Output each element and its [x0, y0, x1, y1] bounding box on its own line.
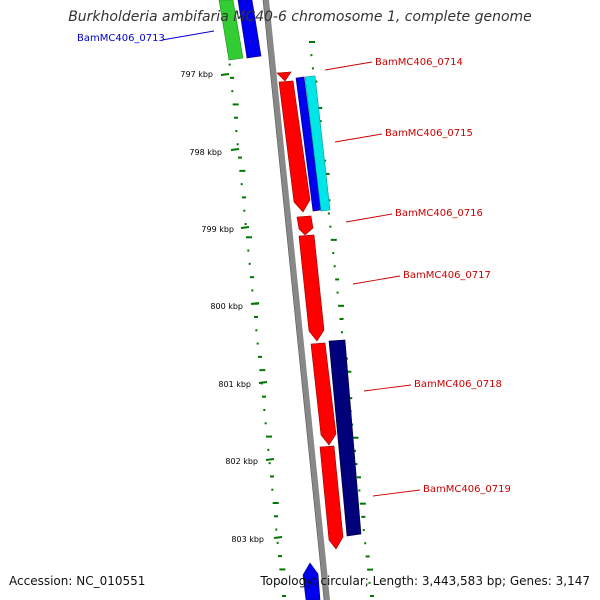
connector-0716: [345, 213, 393, 223]
ruler-tick: [265, 458, 275, 461]
gene-label-0717[interactable]: BamMC406_0717: [403, 270, 491, 281]
connector-0718: [363, 384, 412, 392]
gene-features: [218, 0, 362, 600]
label-connectors: [161, 30, 421, 497]
ruler-label-798: 798 kbp: [189, 148, 222, 157]
gene-label-0719[interactable]: BamMC406_0719: [423, 484, 511, 495]
gene-arrow-0715[interactable]: [278, 80, 311, 213]
ruler-tick: [240, 226, 250, 229]
ruler-tick-marks: [220, 73, 283, 539]
gene-arrow-0718[interactable]: [310, 342, 337, 446]
gene-bar-blue-0713[interactable]: [237, 0, 262, 59]
ruler-label-800: 800 kbp: [210, 302, 243, 311]
connector-0719: [372, 489, 421, 497]
ruler-label-803: 803 kbp: [231, 535, 264, 544]
gene-bar-green[interactable]: [218, 0, 244, 61]
connector-0713: [161, 30, 215, 41]
gene-label-0714[interactable]: BamMC406_0714: [375, 57, 463, 68]
gene-arrow-blue-bottom[interactable]: [302, 562, 321, 600]
gene-arrow-0719[interactable]: [319, 445, 344, 550]
connector-0714: [324, 61, 373, 71]
ruler-tick: [220, 73, 230, 76]
connector-0717: [352, 275, 401, 285]
genome-title: Burkholderia ambifaria MC40-6 chromosome…: [68, 9, 532, 25]
gene-bar-cyan-0715[interactable]: [304, 75, 331, 212]
gene-arrow-0717[interactable]: [298, 234, 325, 342]
ruler-label-797: 797 kbp: [180, 70, 213, 79]
gene-label-0716[interactable]: BamMC406_0716: [395, 208, 483, 219]
ruler-label-802: 802 kbp: [225, 457, 258, 466]
ruler-tick: [273, 536, 283, 539]
ruler-tick: [258, 381, 268, 384]
chromosome-backbone: [262, 0, 330, 600]
gene-label-0715[interactable]: BamMC406_0715: [385, 128, 473, 139]
ruler-label-801: 801 kbp: [218, 380, 251, 389]
gene-arrow-0716[interactable]: [296, 215, 314, 236]
gene-bar-navy-0719[interactable]: [328, 339, 362, 537]
gene-label-0713[interactable]: BamMC406_0713: [77, 33, 165, 44]
topology-text: Topology: circular; Length: 3,443,583 bp…: [260, 574, 590, 588]
ruler-tick: [250, 302, 260, 305]
gene-arrow-0714[interactable]: [276, 71, 292, 82]
accession-text: Accession: NC_010551: [9, 574, 146, 588]
gene-label-0718[interactable]: BamMC406_0718: [414, 379, 502, 390]
ruler-tick: [230, 148, 240, 151]
connector-0715: [334, 133, 383, 143]
ruler-label-799: 799 kbp: [201, 225, 234, 234]
